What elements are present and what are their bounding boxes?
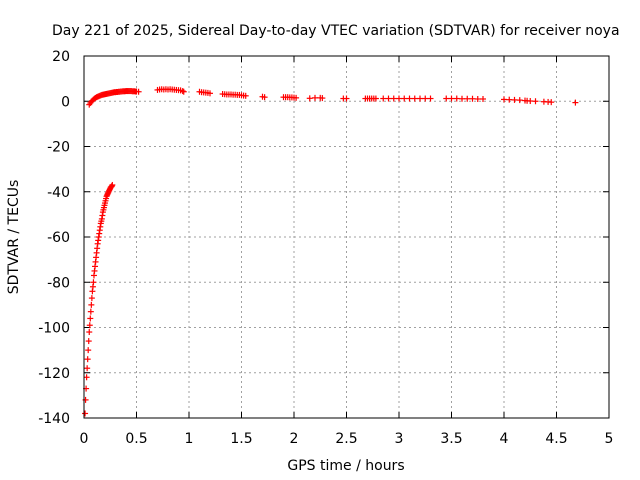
data-point-marker: [572, 99, 579, 106]
x-tick-label: 0: [80, 431, 89, 447]
data-point-marker: [401, 95, 408, 102]
data-point-marker: [516, 97, 523, 104]
data-point-marker: [453, 95, 460, 102]
data-point-marker: [474, 95, 481, 102]
y-tick-label: -40: [47, 185, 70, 201]
data-point-marker: [396, 95, 402, 102]
x-tick-label: 4: [500, 431, 509, 447]
y-tick-label: -100: [38, 321, 70, 337]
data-point-marker: [319, 95, 326, 102]
y-tick-label: -80: [47, 275, 70, 291]
data-point-marker: [90, 279, 97, 286]
data-point-marker: [109, 181, 116, 188]
y-tick-label: -140: [38, 411, 70, 427]
data-point-marker: [84, 356, 91, 363]
y-axis-label: SDTVAR / TECUs: [6, 180, 22, 295]
data-point-marker: [82, 410, 89, 417]
data-point-marker: [511, 96, 518, 103]
x-tick-label: 1.5: [230, 431, 252, 447]
data-point-marker: [179, 88, 186, 95]
data-point-marker: [261, 94, 268, 101]
data-point-marker: [180, 88, 187, 95]
axis-ticks: 0 0.5 1 1.5 2 2.5 3 3.5 4 4.5 5 20 0 -20 -40 -60 -80 -100…: [38, 49, 613, 447]
y-tick-label: -120: [38, 366, 70, 382]
data-point-marker: [207, 90, 213, 97]
data-point-marker: [443, 95, 450, 102]
data-point-marker: [312, 94, 318, 101]
data-point-marker: [469, 95, 476, 102]
data-point-marker: [306, 95, 313, 102]
data-point-marker: [417, 95, 423, 102]
plot-frame: [83, 55, 610, 419]
data-point-marker: [448, 95, 455, 102]
data-point-marker: [135, 88, 142, 95]
x-tick-label: 0.5: [125, 431, 147, 447]
x-tick-label: 2.5: [335, 431, 357, 447]
data-point-marker: [87, 315, 94, 322]
data-point-marker: [85, 347, 92, 354]
x-tick-label: 3: [395, 431, 404, 447]
data-point-marker: [385, 95, 392, 102]
data-point-marker: [501, 96, 507, 103]
data-point-marker: [506, 96, 513, 103]
data-point-marker: [422, 95, 429, 102]
data-point-marker: [406, 95, 413, 102]
data-point-marker: [548, 99, 555, 106]
data-point-marker: [242, 92, 249, 99]
grid-lines: [84, 56, 609, 418]
data-point-marker: [85, 338, 92, 345]
y-tick-label: 20: [52, 49, 70, 65]
x-tick-label: 3.5: [440, 431, 462, 447]
data-point-marker: [86, 322, 93, 329]
data-point-marker: [83, 374, 90, 381]
y-tick-label: -20: [47, 140, 70, 156]
x-axis-label: GPS time / hours: [287, 458, 404, 474]
y-tick-label: -60: [47, 230, 70, 246]
data-point-marker: [411, 95, 418, 102]
x-tick-label: 5: [605, 431, 614, 447]
data-point-marker: [372, 95, 379, 102]
data-point-marker: [293, 94, 300, 101]
data-point-marker: [459, 95, 465, 102]
data-point-marker: [84, 365, 91, 372]
x-tick-label: 1: [185, 431, 194, 447]
data-point-marker: [82, 396, 89, 403]
data-points: [82, 86, 579, 417]
x-tick-label: 2: [290, 431, 299, 447]
data-point-marker: [86, 329, 93, 336]
y-tick-label: 0: [61, 94, 70, 110]
data-point-marker: [480, 95, 486, 102]
data-point-marker: [343, 95, 350, 102]
data-point-marker: [88, 301, 95, 308]
data-point-marker: [532, 98, 539, 105]
data-point-marker: [87, 308, 94, 315]
data-point-marker: [380, 95, 387, 102]
data-point-marker: [390, 95, 397, 102]
data-point-marker: [88, 295, 95, 302]
data-point-marker: [464, 95, 471, 102]
chart-title: Day 221 of 2025, Sidereal Day-to-day VTE…: [52, 23, 620, 39]
x-tick-label: 4.5: [545, 431, 567, 447]
data-point-marker: [527, 98, 534, 105]
data-point-marker: [427, 95, 434, 102]
